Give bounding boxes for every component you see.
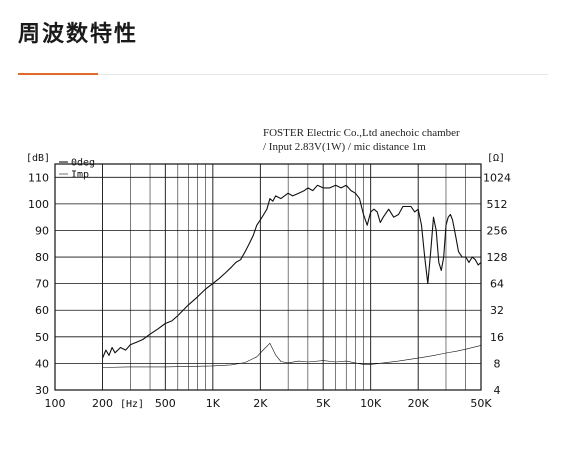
x-tick-label-5K: 5K (316, 397, 331, 410)
page-title: 周波数特性 (18, 22, 139, 47)
x-tick-label-20K: 20K (408, 397, 430, 410)
right-tick-label-4: 4 (494, 384, 501, 397)
series-line-imp (102, 342, 482, 368)
legend-label-0deg: 0deg (71, 158, 95, 169)
x-tick-label-10K: 10K (360, 397, 382, 410)
right-tick-label-512: 512 (487, 198, 508, 211)
y-tick-label-40: 40 (35, 357, 49, 370)
y-tick-label-100: 100 (28, 198, 49, 211)
x-axis-unit: [Hz] (120, 399, 144, 410)
x-tick-label-50K: 50K (470, 397, 492, 410)
x-tick-label-100: 100 (45, 397, 66, 410)
y-tick-label-50: 50 (35, 331, 49, 344)
x-tick-label-2K: 2K (253, 397, 268, 410)
y-tick-label-30: 30 (35, 384, 49, 397)
right-tick-label-64: 64 (490, 278, 504, 291)
y-tick-label-60: 60 (35, 304, 49, 317)
right-tick-label-128: 128 (487, 251, 508, 264)
chart-caption-line2: / Input 2.83V(1W) / mic distance 1m (263, 141, 426, 153)
plot-frame (54, 163, 482, 391)
x-tick-label-200: 200 (92, 397, 113, 410)
x-tick-label-1K: 1K (206, 397, 221, 410)
series-line-0deg (101, 184, 482, 359)
y-tick-label-90: 90 (35, 224, 49, 237)
right-tick-label-8: 8 (494, 357, 501, 370)
grid-lines (54, 164, 482, 391)
series-lines (101, 184, 482, 368)
chart-caption-line1: FOSTER Electric Co.,Ltd anechoic chamber (263, 127, 460, 139)
legend-label-imp: Imp (71, 170, 89, 181)
right-tick-label-1024: 1024 (483, 171, 511, 184)
title-accent-rule (18, 73, 98, 75)
right-tick-label-16: 16 (490, 331, 504, 344)
left-axis-unit: [dB] (26, 153, 50, 164)
right-tick-label-256: 256 (487, 224, 508, 237)
x-tick-label-500: 500 (155, 397, 176, 410)
y-tick-label-110: 110 (28, 171, 49, 184)
y-tick-label-80: 80 (35, 251, 49, 264)
y-tick-label-70: 70 (35, 278, 49, 291)
right-axis-unit: [Ω] (487, 153, 505, 164)
title-divider (98, 74, 548, 75)
tick-labels: 100 200 500 1K 2K 5K 10K 20K 50K 30 40 50 60 70 80 90 10… (28, 171, 511, 410)
right-tick-label-32: 32 (490, 304, 504, 317)
